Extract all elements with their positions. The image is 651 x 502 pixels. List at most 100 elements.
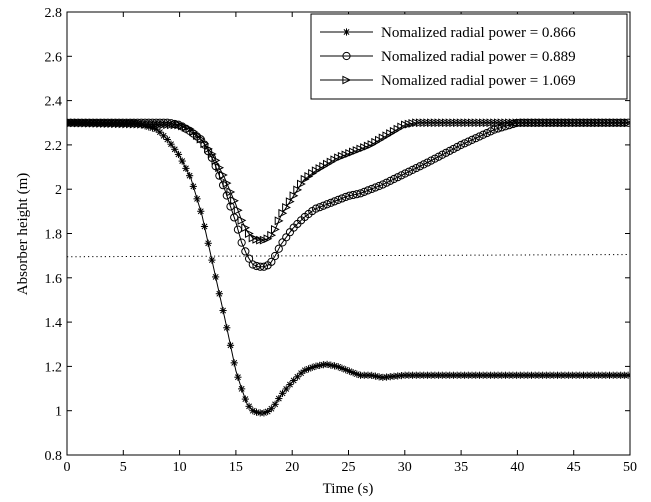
circle-marker [464, 137, 473, 146]
star-marker [241, 395, 249, 403]
circle-marker [326, 198, 335, 207]
star-marker [215, 290, 223, 298]
circle-marker [393, 173, 402, 182]
legend-label-0889: Nomalized radial power = 0.889 [381, 49, 576, 65]
star-marker [182, 164, 190, 172]
star-marker [624, 371, 630, 379]
circle-marker [319, 201, 328, 210]
circle-marker [412, 163, 421, 173]
y-tick-label: 1.8 [45, 228, 63, 243]
y-tick-label: 1.6 [45, 272, 63, 287]
star-marker [345, 367, 354, 375]
circle-marker [415, 162, 425, 171]
circle-marker [363, 186, 373, 195]
x-tick-label: 10 [173, 460, 187, 475]
x-tick-label: 35 [454, 460, 468, 475]
legend-entry-1069: Nomalized radial power = 1.069 [320, 73, 576, 89]
circle-marker [360, 187, 369, 196]
circle-marker [342, 51, 351, 61]
star-marker [238, 385, 246, 393]
star-marker [275, 394, 283, 403]
triangle-marker [222, 178, 232, 188]
star-marker [342, 28, 351, 36]
circle-marker [386, 176, 395, 185]
circle-marker [248, 260, 257, 269]
x-tick-label: 50 [623, 460, 637, 475]
y-tick-label: 1.4 [45, 316, 63, 331]
series-triangle-right [67, 118, 630, 245]
circle-marker [311, 204, 321, 213]
circle-marker [460, 139, 469, 148]
circle-marker [274, 244, 283, 253]
legend: Nomalized radial power = 0.866 Nomalized… [310, 13, 628, 100]
x-tick-label: 20 [285, 460, 299, 475]
circle-marker [479, 130, 488, 139]
circle-marker [330, 197, 339, 206]
star-marker [264, 407, 272, 416]
circle-marker [475, 132, 484, 141]
y-tick-label: 2.2 [45, 139, 63, 154]
circle-marker [408, 165, 417, 174]
y-tick-label: 2.4 [45, 95, 63, 110]
y-tick-label: 2.6 [45, 50, 63, 65]
circle-marker [486, 127, 495, 136]
x-tick-label: 25 [342, 460, 356, 475]
circle-marker [356, 189, 365, 198]
star-marker [186, 172, 194, 180]
star-marker [193, 195, 201, 203]
triangle-marker [623, 118, 630, 128]
x-tick-label: 40 [510, 460, 524, 475]
star-marker [189, 182, 197, 191]
circle-marker [337, 194, 347, 203]
star-marker [208, 256, 216, 264]
x-tick-label: 5 [120, 460, 127, 475]
circle-marker [352, 190, 361, 199]
triangle-marker [218, 170, 228, 180]
star-marker [174, 150, 183, 159]
triangle-marker [233, 205, 243, 215]
circle-marker [241, 247, 250, 256]
circle-marker [471, 134, 480, 143]
legend-label-1069: Nomalized radial power = 1.069 [381, 73, 576, 89]
circle-marker [345, 191, 354, 200]
circle-marker [397, 171, 406, 180]
star-marker [204, 239, 212, 247]
triangle-marker [274, 216, 284, 226]
star-marker [171, 145, 179, 153]
circle-marker [367, 184, 376, 194]
star-marker [271, 400, 279, 408]
circle-marker [371, 183, 380, 192]
star-marker [297, 369, 305, 377]
star-marker [226, 341, 235, 349]
triangle-marker [207, 149, 217, 159]
circle-marker [382, 178, 391, 187]
triangle-marker [230, 196, 239, 206]
circle-marker [349, 190, 358, 200]
legend-entry-0866: Nomalized radial power = 0.866 [320, 25, 576, 41]
circle-marker [237, 238, 246, 247]
star-marker [219, 306, 227, 315]
circle-marker [323, 200, 332, 209]
x-axis-label: Time (s) [323, 481, 374, 497]
circle-marker [404, 167, 413, 176]
circle-marker [267, 257, 276, 266]
star-marker [178, 157, 186, 165]
circle-marker [401, 169, 410, 178]
x-tick-label: 45 [567, 460, 581, 475]
circle-marker [334, 195, 343, 204]
x-tick-label: 30 [398, 460, 412, 475]
circle-marker [270, 251, 280, 261]
y-axis-label: Absorber height (m) [15, 173, 31, 295]
circle-marker [244, 254, 254, 263]
star-marker [200, 222, 209, 231]
triangle-marker [237, 216, 247, 225]
y-tick-label: 1 [55, 405, 62, 420]
circle-marker [482, 128, 491, 138]
triangle-marker [211, 155, 221, 165]
star-marker [212, 273, 220, 281]
legend-entry-0889: Nomalized radial power = 0.889 [320, 49, 576, 65]
circle-marker [389, 174, 399, 184]
triangle-marker [215, 163, 225, 173]
y-tick-label: 2 [55, 183, 62, 198]
circle-marker [378, 180, 387, 189]
